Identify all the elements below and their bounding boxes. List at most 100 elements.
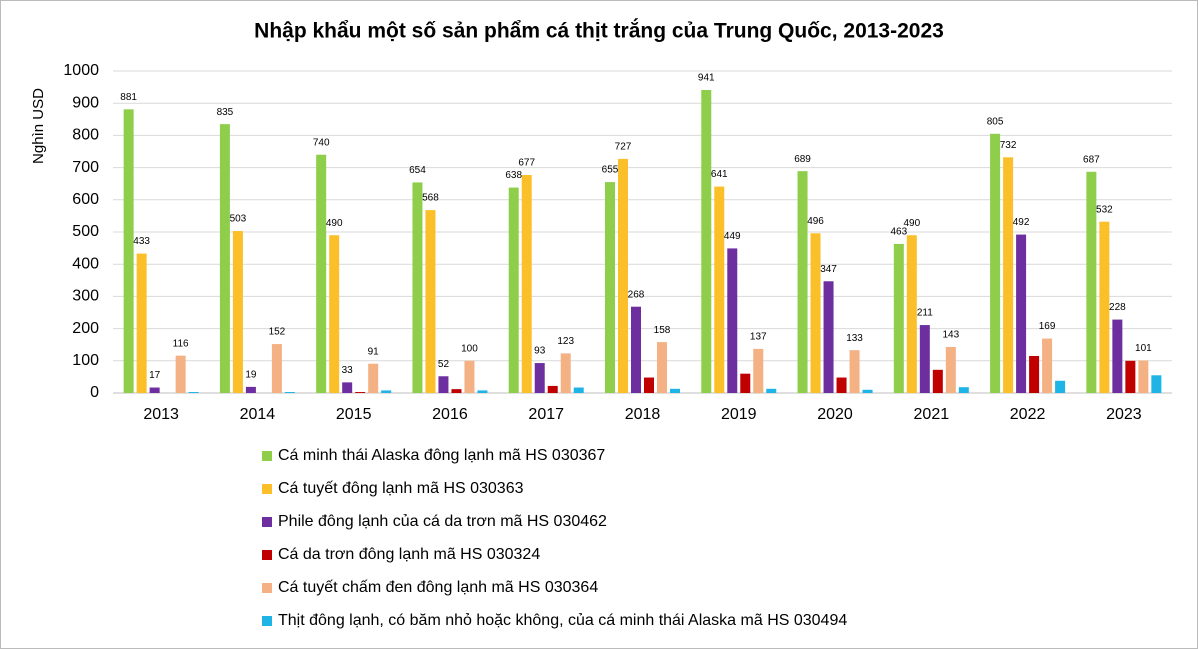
x-tick-label: 2015 (336, 406, 372, 423)
bar (245, 386, 256, 393)
bar (727, 248, 738, 393)
bar (836, 377, 847, 393)
data-label: 805 (987, 116, 1004, 127)
x-tick-label: 2020 (817, 406, 853, 423)
bar (1112, 319, 1123, 393)
data-label: 449 (724, 231, 741, 242)
bar (1003, 157, 1014, 393)
bar (355, 392, 366, 393)
data-label: 116 (173, 338, 189, 349)
y-tick-label: 300 (72, 288, 99, 305)
bar (188, 392, 199, 393)
data-label: 137 (750, 332, 767, 343)
y-tick-label: 100 (72, 352, 99, 369)
data-label: 433 (133, 236, 150, 247)
bar (136, 253, 147, 393)
legend-label: Cá tuyết chấm đen đông lạnh mã HS 030364 (278, 579, 598, 596)
data-label: 687 (1083, 154, 1100, 165)
bar (451, 389, 462, 393)
bar (342, 382, 353, 393)
data-label: 91 (368, 346, 380, 357)
bar (631, 306, 641, 393)
bar (893, 243, 904, 393)
bar (175, 355, 186, 393)
legend-swatch (262, 484, 272, 494)
bar (740, 373, 751, 393)
data-label: 568 (422, 193, 439, 204)
data-label: 143 (942, 330, 959, 341)
bar (232, 231, 243, 393)
bar (368, 363, 379, 393)
y-tick-label: 800 (72, 127, 99, 144)
data-label: 532 (1096, 204, 1113, 215)
data-label: 211 (917, 308, 933, 319)
bar (316, 154, 327, 393)
legend-swatch (262, 550, 272, 560)
bar (149, 387, 160, 393)
bar (508, 187, 519, 393)
bar (919, 325, 930, 393)
legend-label: Cá da trơn đông lạnh mã HS 030324 (278, 546, 540, 563)
data-label: 17 (149, 370, 161, 381)
bar (670, 388, 680, 393)
bar (849, 350, 860, 393)
bar (797, 171, 808, 393)
bar (618, 158, 628, 393)
data-label: 881 (120, 92, 137, 103)
data-label: 654 (409, 165, 426, 176)
data-label: 52 (438, 359, 450, 370)
bar (945, 346, 956, 393)
data-label: 490 (903, 218, 920, 229)
data-label: 347 (820, 264, 837, 275)
data-label: 941 (698, 73, 715, 84)
data-label: 490 (326, 218, 343, 229)
bar (605, 182, 615, 393)
x-tick-label: 2018 (625, 406, 661, 423)
x-tick-label: 2019 (721, 406, 757, 423)
data-label: 152 (269, 327, 286, 338)
y-tick-label: 400 (72, 255, 99, 272)
data-label: 641 (711, 169, 728, 180)
legend-swatch (262, 583, 272, 593)
bar (1099, 221, 1110, 393)
y-tick-label: 500 (72, 223, 99, 240)
y-tick-label: 0 (90, 384, 99, 401)
bar (657, 342, 667, 393)
bar (573, 387, 584, 393)
bar (714, 186, 725, 393)
y-tick-label: 1000 (63, 62, 99, 79)
data-label: 492 (1013, 217, 1030, 228)
data-label: 835 (217, 107, 234, 118)
x-tick-label: 2022 (1010, 406, 1046, 423)
legend-swatch (262, 517, 272, 527)
x-tick-label: 2017 (528, 406, 564, 423)
bar (464, 360, 475, 393)
bar (123, 109, 134, 394)
bar (381, 390, 392, 393)
y-tick-label: 700 (72, 159, 99, 176)
bar (753, 348, 764, 393)
data-label: 727 (615, 142, 632, 153)
data-label: 101 (1135, 343, 1152, 354)
data-label: 463 (890, 227, 907, 238)
bar (1086, 171, 1097, 393)
data-label: 133 (846, 333, 863, 344)
bar (766, 388, 777, 393)
y-tick-label: 900 (72, 94, 99, 111)
x-tick-label: 2023 (1106, 406, 1142, 423)
legend-label: Phile đông lạnh của cá da trơn mã HS 030… (278, 513, 607, 530)
bar (1016, 234, 1027, 393)
bar (906, 235, 917, 393)
data-label: 689 (794, 154, 811, 165)
bar (560, 353, 571, 393)
bar (990, 133, 1001, 394)
x-tick-label: 2016 (432, 406, 468, 423)
bar (823, 281, 834, 393)
bar (425, 210, 436, 393)
legend-label: Cá tuyết đông lạnh mã HS 030363 (278, 480, 524, 497)
bar (810, 233, 821, 393)
bar (477, 390, 488, 393)
bar (701, 89, 712, 394)
bar (1055, 380, 1066, 393)
